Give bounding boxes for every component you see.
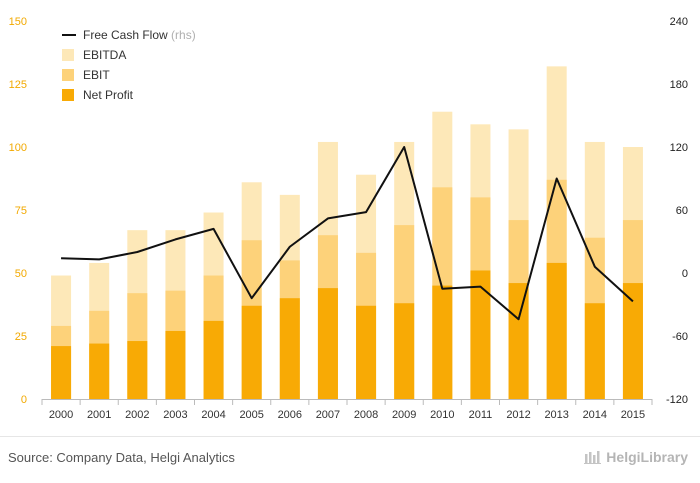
bar-net-profit <box>394 303 415 399</box>
y-right-tick-label: -60 <box>672 331 688 343</box>
y-right-tick-label: 240 <box>670 16 688 28</box>
brand-logo[interactable]: HelgiLibrary <box>584 449 688 465</box>
bar-net-profit <box>241 305 262 399</box>
bar-net-profit <box>432 285 453 399</box>
legend-suffix: (rhs) <box>168 28 196 42</box>
x-tick-label: 2010 <box>430 409 454 421</box>
x-tick-label: 2015 <box>621 409 645 421</box>
bar-net-profit <box>165 330 186 399</box>
x-tick-label: 2002 <box>125 409 149 421</box>
legend-label: Free Cash Flow (rhs) <box>83 28 196 42</box>
y-left-tick-label: 125 <box>9 79 27 91</box>
x-tick-label: 2008 <box>354 409 378 421</box>
y-right-tick-label: -120 <box>666 394 688 406</box>
y-left-tick-label: 50 <box>15 268 27 280</box>
legend-swatch <box>62 69 74 81</box>
x-tick-label: 2009 <box>392 409 416 421</box>
bar-net-profit <box>317 288 338 399</box>
bar-net-profit <box>51 346 72 399</box>
x-tick-label: 2006 <box>278 409 302 421</box>
y-right-tick-label: 180 <box>670 79 688 91</box>
x-tick-label: 2005 <box>239 409 263 421</box>
bar-net-profit <box>89 343 110 399</box>
source-note: Source: Company Data, Helgi Analytics <box>8 450 235 465</box>
y-left-tick-label: 75 <box>15 205 27 217</box>
bar-net-profit <box>356 305 377 399</box>
brand-name: HelgiLibrary <box>606 449 688 465</box>
legend-label: Net Profit <box>83 88 134 102</box>
line-free-cash-flow <box>61 146 634 321</box>
bar-net-profit <box>508 283 529 399</box>
y-right-tick-label: 120 <box>670 142 688 154</box>
bar-net-profit <box>470 270 491 399</box>
legend-swatch <box>62 49 74 61</box>
x-tick-label: 2013 <box>544 409 568 421</box>
legend-label: EBITDA <box>83 48 126 62</box>
x-tick-label: 2007 <box>316 409 340 421</box>
bar-net-profit <box>203 320 224 399</box>
x-tick-label: 2000 <box>49 409 73 421</box>
y-left-tick-label: 100 <box>9 142 27 154</box>
x-tick-label: 2014 <box>583 409 607 421</box>
legend-swatch <box>62 89 74 101</box>
y-left-tick-label: 150 <box>9 16 27 28</box>
x-tick-label: 2003 <box>163 409 187 421</box>
x-tick-label: 2012 <box>506 409 530 421</box>
y-right-tick-label: 0 <box>682 268 688 280</box>
bar-net-profit <box>127 341 148 399</box>
y-right-tick-label: 60 <box>676 205 688 217</box>
legend-label: EBIT <box>83 68 110 82</box>
bar-net-profit <box>279 298 300 399</box>
bar-net-profit <box>546 262 567 399</box>
x-tick-label: 2004 <box>201 409 225 421</box>
bar-net-profit <box>584 303 605 399</box>
bar-net-profit <box>622 283 643 399</box>
y-left-tick-label: 0 <box>21 394 27 406</box>
x-tick-label: 2001 <box>87 409 111 421</box>
x-tick-label: 2011 <box>469 409 493 421</box>
library-icon <box>584 451 602 464</box>
y-left-tick-label: 25 <box>15 331 27 343</box>
